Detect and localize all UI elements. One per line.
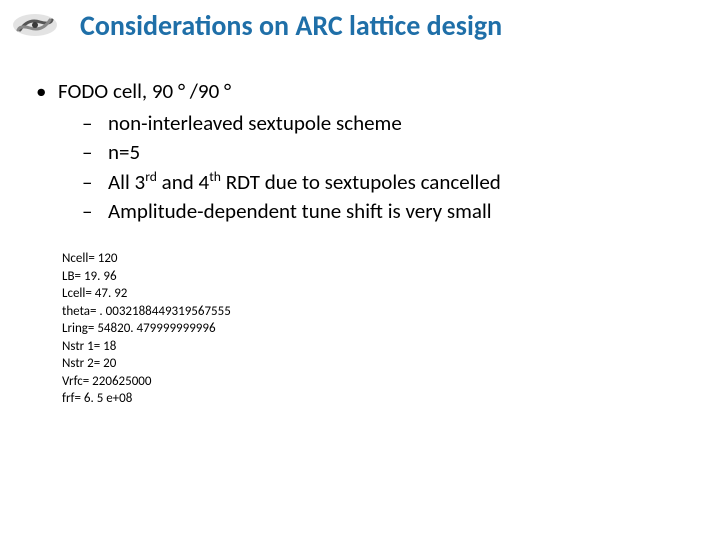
sub-bullet-text: Amplitude-dependent tune shift is very s…	[108, 198, 492, 225]
main-bullet-text: FODO cell, 90 ° /90 °	[58, 78, 231, 104]
sub-bullet: – n=5	[82, 139, 700, 166]
dash-marker: –	[82, 139, 108, 166]
sub-bullet-text: n=5	[108, 139, 140, 166]
slide-content: • FODO cell, 90 ° /90 ° – non-interleave…	[30, 78, 700, 227]
slide-title: Considerations on ARC lattice design	[80, 8, 700, 43]
param-line: Lcell= 47. 92	[62, 285, 231, 303]
sub-bullet: – non-interleaved sextupole scheme	[82, 110, 700, 137]
param-line: Nstr 2= 20	[62, 355, 231, 373]
param-line: Vrfc= 220625000	[62, 373, 231, 391]
param-line: Lring= 54820. 479999999996	[62, 320, 231, 338]
sub-bullet-text: All 3rd and 4th RDT due to sextupoles ca…	[108, 169, 501, 196]
sub-bullet: – Amplitude-dependent tune shift is very…	[82, 198, 700, 225]
param-line: Nstr 1= 18	[62, 338, 231, 356]
bullet-marker: •	[30, 78, 58, 104]
main-bullet: • FODO cell, 90 ° /90 °	[30, 78, 700, 104]
galaxy-logo-icon	[10, 10, 60, 40]
sub-bullet-list: – non-interleaved sextupole scheme – n=5…	[82, 110, 700, 225]
dash-marker: –	[82, 198, 108, 225]
param-line: theta= . 0032188449319567555	[62, 303, 231, 321]
sub-bullet-text: non-interleaved sextupole scheme	[108, 110, 402, 137]
param-line: LB= 19. 96	[62, 268, 231, 286]
param-line: frf= 6. 5 e+08	[62, 390, 231, 408]
sub-bullet: – All 3rd and 4th RDT due to sextupoles …	[82, 169, 700, 196]
param-line: Ncell= 120	[62, 250, 231, 268]
dash-marker: –	[82, 169, 108, 196]
parameter-block: Ncell= 120 LB= 19. 96 Lcell= 47. 92 thet…	[62, 250, 231, 408]
dash-marker: –	[82, 110, 108, 137]
